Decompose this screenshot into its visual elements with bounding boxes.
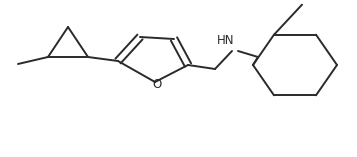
- Text: O: O: [152, 78, 162, 90]
- Text: HN: HN: [217, 33, 235, 46]
